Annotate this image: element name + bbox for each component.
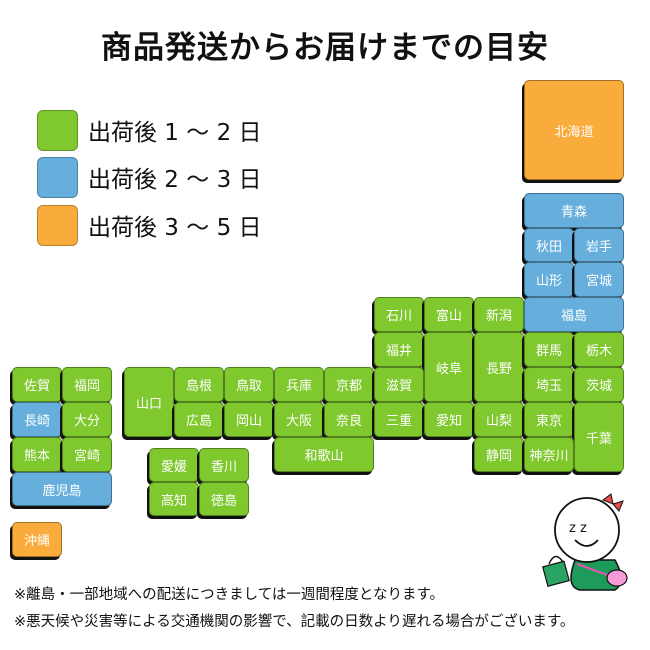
prefecture-tile: 山口	[124, 367, 174, 437]
prefecture-tile: 埼玉	[524, 367, 574, 402]
prefecture-tile: 東京	[524, 402, 574, 437]
prefecture-tile: 三重	[374, 402, 424, 437]
prefecture-tile: 岡山	[224, 402, 274, 437]
prefecture-tile: 神奈川	[524, 437, 574, 472]
prefecture-tile: 宮崎	[62, 437, 112, 472]
prefecture-tile: 新潟	[474, 297, 524, 332]
prefecture-tile: 広島	[174, 402, 224, 437]
prefecture-tile: 福岡	[62, 367, 112, 402]
prefecture-tile: 沖縄	[12, 522, 62, 557]
prefecture-tile: 長野	[474, 332, 524, 402]
prefecture-tile: 富山	[424, 297, 474, 332]
prefecture-tile: 奈良	[324, 402, 374, 437]
prefecture-tile: 熊本	[12, 437, 62, 472]
prefecture-tile: 岐阜	[424, 332, 474, 402]
prefecture-tile: 北海道	[524, 80, 624, 180]
prefecture-tile: 長崎	[12, 402, 62, 437]
prefecture-tile: 愛知	[424, 402, 474, 437]
legend-swatch	[37, 204, 78, 246]
prefecture-tile: 香川	[199, 448, 249, 482]
prefecture-tile: 福島	[524, 297, 624, 332]
prefecture-tile: 鳥取	[224, 367, 274, 402]
prefecture-tile: 栃木	[574, 332, 624, 367]
prefecture-tile: 静岡	[474, 437, 524, 472]
mascot-character-icon: z z	[542, 493, 628, 591]
prefecture-tile: 島根	[174, 367, 224, 402]
prefecture-tile: 石川	[374, 297, 424, 332]
prefecture-tile: 大阪	[274, 402, 324, 437]
legend-swatch	[37, 109, 78, 151]
note-remote-islands: ※離島・一部地域への配送につきましては一週間程度となります。	[14, 587, 445, 603]
legend-item: 出荷後 3 ～ 5 日	[37, 204, 262, 246]
svg-text:z z: z z	[569, 521, 587, 536]
prefecture-tile: 兵庫	[274, 367, 324, 402]
prefecture-tile: 大分	[62, 402, 112, 437]
prefecture-tile: 岩手	[574, 228, 624, 262]
prefecture-tile: 高知	[149, 482, 199, 516]
legend-swatch	[37, 156, 78, 198]
legend-item: 出荷後 1 ～ 2 日	[37, 109, 262, 151]
prefecture-tile: 徳島	[199, 482, 249, 516]
prefecture-tile: 和歌山	[274, 437, 374, 472]
legend-label: 出荷後 3 ～ 5 日	[88, 215, 262, 241]
prefecture-tile: 京都	[324, 367, 374, 402]
prefecture-tile: 青森	[524, 193, 624, 228]
prefecture-tile: 山梨	[474, 402, 524, 437]
prefecture-tile: 愛媛	[149, 448, 199, 482]
legend-label: 出荷後 2 ～ 3 日	[88, 167, 262, 193]
prefecture-tile: 茨城	[574, 367, 624, 402]
prefecture-tile: 千葉	[574, 402, 624, 472]
prefecture-tile: 群馬	[524, 332, 574, 367]
prefecture-tile: 秋田	[524, 228, 574, 262]
prefecture-tile: 宮城	[574, 262, 624, 297]
prefecture-tile: 山形	[524, 262, 574, 297]
legend-label: 出荷後 1 ～ 2 日	[88, 120, 262, 146]
legend-item: 出荷後 2 ～ 3 日	[37, 156, 262, 198]
note-delays: ※悪天候や災害等による交通機関の影響で、記載の日数より遅れる場合がございます。	[14, 614, 575, 630]
prefecture-tile: 福井	[374, 332, 424, 367]
page-title: 商品発送からお届けまでの目安	[101, 30, 549, 66]
prefecture-tile: 滋賀	[374, 367, 424, 402]
prefecture-tile: 佐賀	[12, 367, 62, 402]
prefecture-tile: 鹿児島	[12, 472, 112, 506]
